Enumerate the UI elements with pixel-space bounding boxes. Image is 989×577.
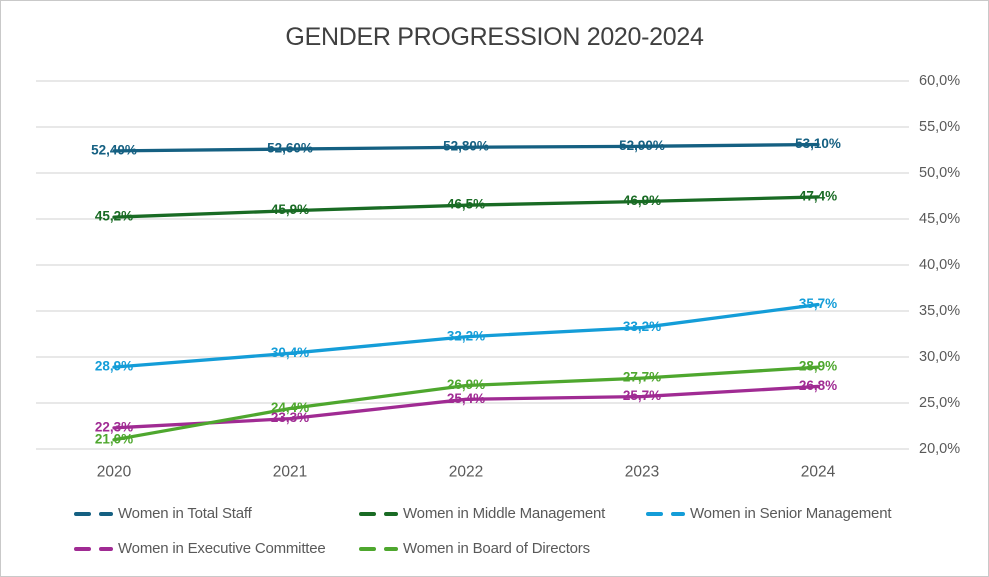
y-axis-tick-label: 25,0% <box>919 395 960 411</box>
y-axis-tick-label: 60,0% <box>919 73 960 89</box>
data-label: 46,9% <box>623 193 661 208</box>
legend-line-marker <box>359 512 376 516</box>
legend-item-women-in-board-of-directors[interactable]: Women in Board of Directors <box>359 541 590 557</box>
x-axis-label: 2024 <box>801 464 836 481</box>
legend-item-label: Women in Board of Directors <box>403 540 590 557</box>
legend-line-marker <box>646 512 663 516</box>
data-label: 33,2% <box>623 319 661 334</box>
legend-item-label: Women in Executive Committee <box>118 540 326 557</box>
legend-item-women-in-executive-committee[interactable]: Women in Executive Committee <box>74 541 326 557</box>
series-line <box>112 365 820 442</box>
data-label: 53,10% <box>795 136 841 151</box>
legend-item-label: Women in Middle Management <box>403 505 606 522</box>
chart-title: GENDER PROGRESSION 2020-2024 <box>285 23 704 51</box>
data-label: 28,9% <box>95 359 133 374</box>
series-line <box>112 384 820 430</box>
y-axis-tick-label: 20,0% <box>919 441 960 457</box>
y-axis-tick-label: 40,0% <box>919 257 960 273</box>
data-label: 23,3% <box>271 410 309 425</box>
data-label: 26,8% <box>799 378 837 393</box>
legend-line-marker <box>359 547 376 551</box>
x-axis-label: 2021 <box>273 464 307 481</box>
x-axis-label: 2020 <box>97 464 132 481</box>
legend-line-marker <box>384 512 398 516</box>
legend-item-women-in-middle-management[interactable]: Women in Middle Management <box>359 506 605 522</box>
data-label: 21,0% <box>95 431 133 446</box>
data-label: 25,4% <box>447 391 485 406</box>
data-label: 52,40% <box>91 142 137 157</box>
series-line <box>112 195 820 219</box>
legend-line-marker <box>671 512 685 516</box>
data-label: 30,4% <box>271 345 309 360</box>
data-label: 27,7% <box>623 370 661 385</box>
data-label: 28,9% <box>799 359 837 374</box>
data-label: 25,7% <box>623 388 661 403</box>
legend-line-marker <box>384 547 398 551</box>
y-axis-tick-label: 45,0% <box>919 211 960 227</box>
data-label: 22,3% <box>95 419 133 434</box>
series-line <box>112 142 820 153</box>
y-axis-tick-label: 55,0% <box>919 119 960 135</box>
data-label: 35,7% <box>799 296 837 311</box>
data-label: 52,80% <box>443 139 489 154</box>
data-label: 32,2% <box>447 328 485 343</box>
data-label: 52,90% <box>619 138 665 153</box>
data-label: 26,9% <box>447 377 485 392</box>
data-label: 24,4% <box>271 400 309 415</box>
x-axis-label: 2022 <box>449 464 483 481</box>
x-axis-label: 2023 <box>625 464 659 481</box>
legend-item-women-in-senior-management[interactable]: Women in Senior Management <box>646 505 892 522</box>
legend-line-marker <box>99 512 113 516</box>
y-axis-tick-label: 50,0% <box>919 165 960 181</box>
legend-line-marker <box>74 547 91 551</box>
y-axis-tick-label: 35,0% <box>919 303 960 319</box>
data-label: 47,4% <box>799 188 837 203</box>
legend-item-label: Women in Total Staff <box>118 505 252 522</box>
data-label: 45,2% <box>95 209 133 224</box>
legend-line-marker <box>99 547 113 551</box>
legend-item-label: Women in Senior Management <box>690 505 892 522</box>
series-line <box>112 302 820 369</box>
legend-item-women-in-total-staff[interactable]: Women in Total Staff <box>74 506 252 522</box>
legend-line-marker <box>74 512 91 516</box>
data-label: 46,5% <box>447 197 485 212</box>
y-axis-tick-label: 30,0% <box>919 349 960 365</box>
data-label: 52,60% <box>267 141 313 156</box>
data-label: 45,9% <box>271 202 309 217</box>
